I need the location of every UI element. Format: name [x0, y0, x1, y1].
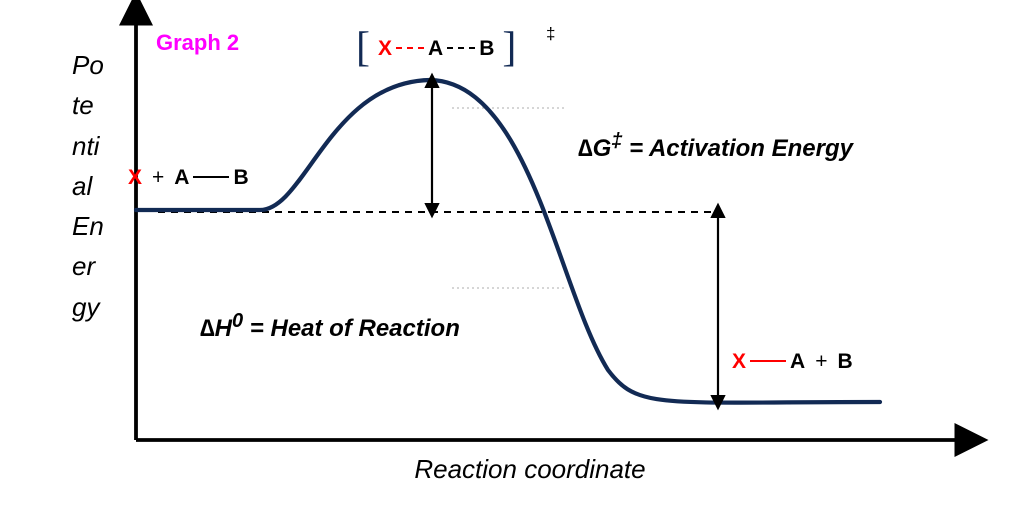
- bond-x-a: [750, 360, 786, 362]
- bond-a-b-partial: [447, 47, 475, 49]
- reactants-species: X + A B: [128, 166, 249, 190]
- diagram-canvas: [0, 0, 1024, 522]
- bond-x-a-partial: [396, 47, 424, 49]
- bracket-left: [: [356, 32, 370, 66]
- ts-b: B: [479, 37, 494, 61]
- ts-x: X: [378, 37, 392, 61]
- axes: [136, 20, 960, 440]
- y-axis-label: Po te nti al En er gy: [72, 45, 112, 327]
- y-axis-label-syll: al: [72, 166, 112, 206]
- ts-double-dagger: ‡: [546, 24, 555, 44]
- y-axis-label-syll: nti: [72, 126, 112, 166]
- graph-title: Graph 2: [156, 30, 239, 56]
- transition-state-species: [ X A B ]: [356, 32, 516, 66]
- y-axis-label-syll: En: [72, 206, 112, 246]
- plus-sign: +: [152, 166, 164, 190]
- ts-a: A: [428, 37, 443, 61]
- bracket-right: ]: [502, 32, 516, 66]
- activation-energy-label: ∆G‡ = Activation Energy: [578, 130, 853, 163]
- product-b: B: [837, 350, 852, 374]
- product-x: X: [732, 350, 746, 374]
- x-axis-label: Reaction coordinate: [330, 454, 730, 485]
- bond-a-b: [193, 176, 229, 178]
- plus-sign: +: [815, 350, 827, 374]
- products-species: X A + B: [732, 350, 853, 374]
- y-axis-label-syll: gy: [72, 287, 112, 327]
- y-axis-label-syll: er: [72, 246, 112, 286]
- reactant-x: X: [128, 166, 142, 190]
- product-a: A: [790, 350, 805, 374]
- y-axis-label-syll: te: [72, 85, 112, 125]
- reactant-a: A: [174, 166, 189, 190]
- y-axis-label-syll: Po: [72, 45, 112, 85]
- reactant-b: B: [233, 166, 248, 190]
- heat-of-reaction-label: ∆H0 = Heat of Reaction: [200, 310, 460, 343]
